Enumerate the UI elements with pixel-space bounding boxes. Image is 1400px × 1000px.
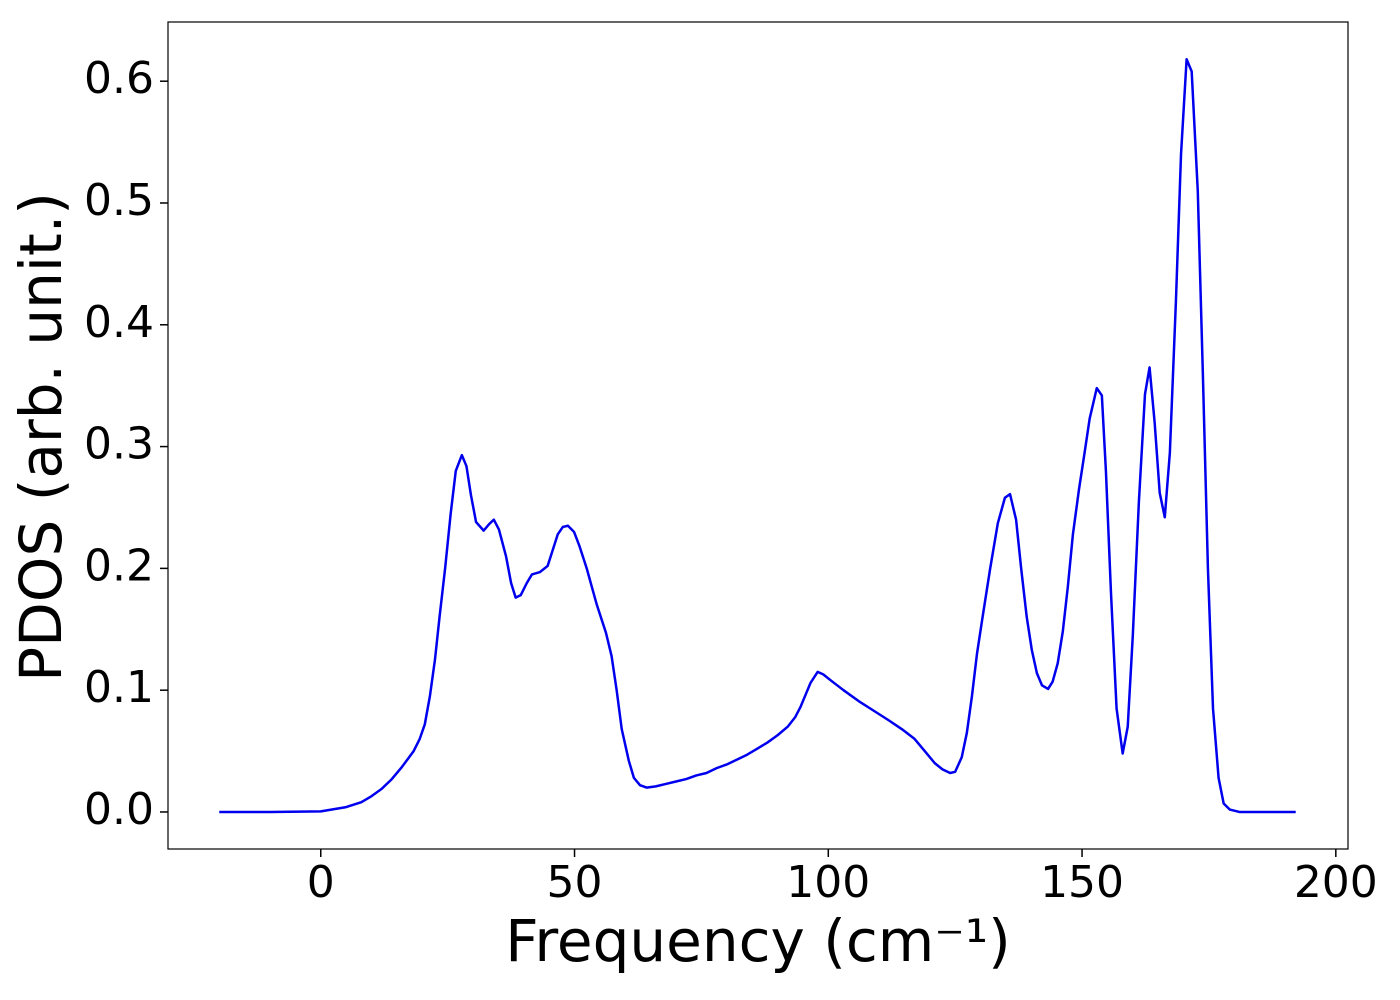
- y-tick-label: 0.5: [84, 175, 154, 226]
- y-tick-label: 0.2: [84, 540, 154, 591]
- x-tick-label: 200: [1294, 857, 1378, 908]
- y-tick-label: 0.1: [84, 662, 154, 713]
- data-line: [219, 58, 1296, 814]
- x-tick-label: 50: [547, 857, 603, 908]
- y-tick-label: 0.6: [84, 53, 154, 104]
- y-tick-label: 0.3: [84, 419, 154, 470]
- x-tick-label: 0: [307, 857, 335, 908]
- x-axis-label: Frequency (cm⁻¹): [505, 907, 1011, 975]
- y-tick-label: 0.0: [84, 784, 154, 835]
- x-tick-label: 150: [1040, 857, 1124, 908]
- y-axis-label: PDOS (arb. unit.): [7, 192, 75, 682]
- x-tick-label: 100: [786, 857, 870, 908]
- plot-frame: [167, 21, 1349, 850]
- y-tick-label: 0.4: [84, 297, 154, 348]
